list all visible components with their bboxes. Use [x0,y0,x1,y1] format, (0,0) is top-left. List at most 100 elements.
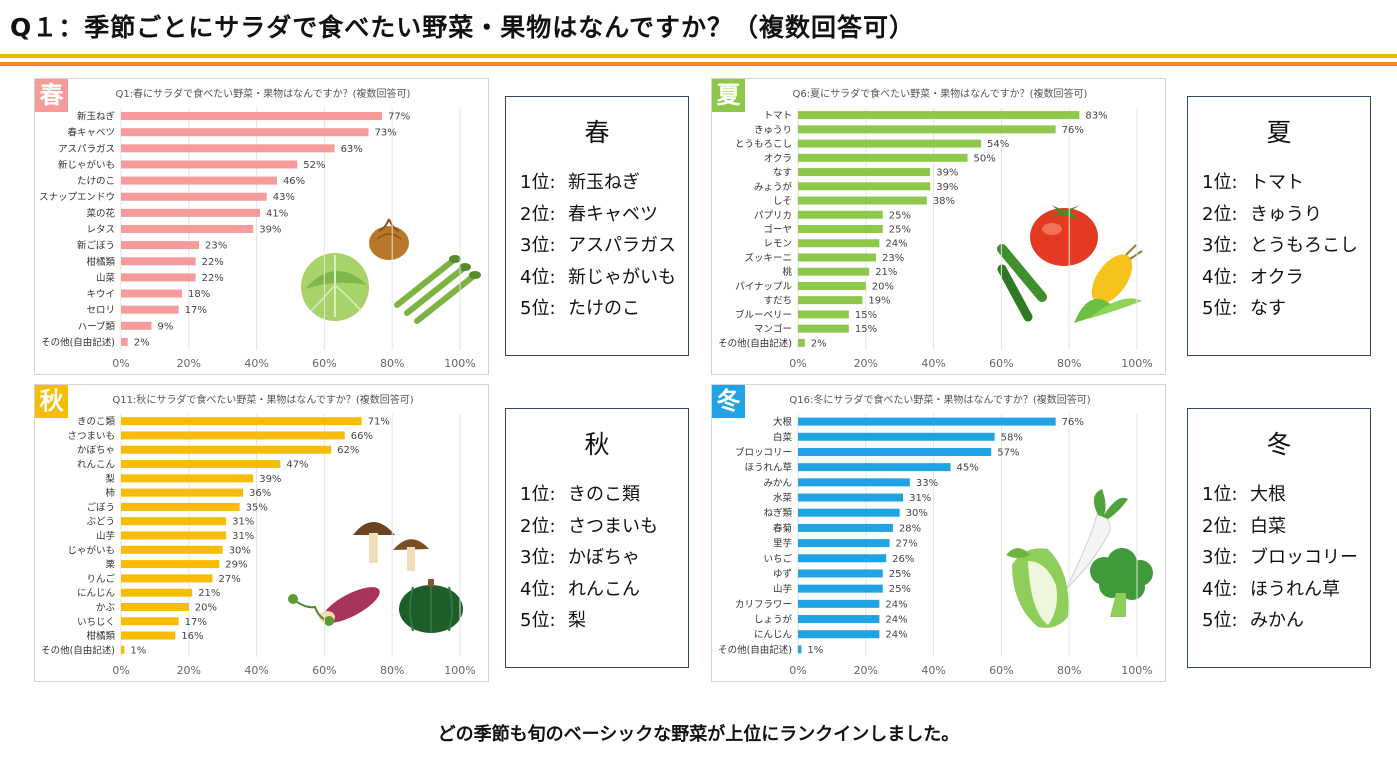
data-label: 17% [185,617,207,628]
ranking-item: 1位: トマト [1202,167,1358,199]
bar [798,296,863,305]
x-tick-label: 40% [921,664,945,677]
data-label: 30% [229,545,251,556]
ranking-list: 1位: きのこ類 2位: さつまいも 3位: かぼちゃ 4位: れんこん 5位: 梨 [520,479,658,637]
x-tick-label: 80% [1057,664,1081,677]
bar [798,584,883,593]
data-label: 25% [889,584,911,595]
season-badge-spring: 春 [35,79,68,112]
ranking-position: 5位: [1202,298,1238,320]
bar [121,305,179,314]
ranking-position: 2位: [520,203,556,225]
chart-title: Q6:夏にサラダで食べたい野菜・果物はなんですか？(複数回答可) [793,87,1088,100]
chart-panel-winter: Q16:冬にサラダで食べたい野菜・果物はなんですか？(複数回答可) 0% 20% 40… [711,384,1166,682]
ranking-item-name: アスパラガス [568,235,676,257]
data-label: 1% [807,645,823,656]
data-label: 47% [286,460,308,471]
category-label: 新ごぼう [77,240,115,252]
ranking-position: 2位: [1202,203,1238,225]
category-label: 菜の花 [86,207,115,219]
ranking-box-spring: 春 1位: 新玉ねぎ 2位: 春キャベツ 3位: アスパラガス 4位: 新じゃがいも 5位: たけ… [505,96,689,356]
bar [121,273,196,282]
chart-title: Q11:秋にサラダで食べたい野菜・果物はなんですか？(複数回答可) [112,393,413,406]
data-label: 20% [195,602,217,613]
x-tick-label: 20% [854,357,878,370]
data-label: 54% [987,139,1009,150]
bar [121,531,227,540]
bar [121,321,152,330]
summer-bar-chart: Q6:夏にサラダで食べたい野菜・果物はなんですか？(複数回答可) 0% 20% 40%… [718,87,1153,370]
data-label: 33% [916,478,938,489]
cabbage-icon [301,253,369,321]
x-tick-label: 100% [1121,357,1152,370]
corn-icon [1074,244,1143,323]
category-label: さつまいも [67,431,115,442]
bar [798,417,1056,426]
bar [798,168,931,177]
sweet-potato-icon [288,587,380,626]
data-label: 77% [388,112,410,123]
bar [798,324,849,333]
ranking-item: 2位: 白菜 [1202,511,1358,543]
category-label: レタス [86,225,115,236]
bar [121,517,227,526]
data-label: 25% [889,225,911,236]
category-label: いちご [763,553,792,565]
ranking-item: 4位: ほうれん草 [1202,574,1358,606]
ranking-position: 3位: [1202,547,1238,569]
category-label: しそ [773,196,792,207]
category-label: 桃 [782,266,792,278]
category-label: かぼちゃ [77,445,115,456]
ranking-list: 1位: 新玉ねぎ 2位: 春キャベツ 3位: アスパラガス 4位: 新じゃがいも 5位: たけのこ [520,167,676,325]
ranking-title: 春 [584,118,610,147]
bar [798,196,927,205]
data-label: 76% [1062,417,1084,428]
bar [798,645,802,654]
data-label: 24% [885,239,907,250]
data-label: 52% [303,160,325,171]
header-rule-orange [0,62,1397,66]
data-label: 1% [130,645,146,656]
pumpkin-icon [399,579,463,633]
ranking-title: 夏 [1266,118,1292,147]
cabbage-onion-asparagus-illustration [301,218,481,324]
ranking-position: 5位: [1202,610,1238,632]
ranking-position: 3位: [520,547,556,569]
ranking-position: 4位: [520,578,556,600]
category-label: トマト [763,111,792,122]
bar [798,210,883,219]
category-label: きゅうり [754,125,792,136]
ranking-item: 4位: 新じゃがいも [520,262,676,294]
bar [798,281,866,290]
category-label: 新じゃがいも [58,159,115,171]
data-label: 41% [266,208,288,219]
x-tick-label: 0% [789,664,806,677]
data-label: 22% [202,273,224,284]
data-label: 28% [899,523,921,534]
season-badge-winter: 冬 [712,385,745,418]
data-label: 23% [205,241,227,252]
bar [121,445,332,454]
autumn-bar-chart: Q11:秋にサラダで食べたい野菜・果物はなんですか？(複数回答可) 0% 20% 40… [41,393,476,677]
category-label: カリフラワー [735,599,792,610]
data-label: 24% [885,615,907,626]
category-label: オクラ [764,153,792,164]
category-label: 白菜 [773,431,793,443]
category-label: 里芋 [773,539,792,550]
category-label: 山菜 [96,272,116,284]
footer-summary: どの季節も旬のベーシックな野菜が上位にランクインしました。 [437,724,960,745]
ranking-item-name: トマト [1250,172,1304,193]
category-label: レモン [763,239,792,250]
category-label: じゃがいも [67,544,115,556]
bar [121,617,179,626]
bar [121,417,362,426]
page-title: Q１：季節ごとにサラダで食べたい野菜・果物はなんですか？（複数回答可） [10,13,916,42]
category-label: その他(自由記述) [718,644,792,656]
data-label: 38% [933,196,955,207]
ranking-position: 1位: [520,484,556,505]
x-tick-label: 100% [444,357,475,370]
data-label: 20% [872,281,894,292]
data-label: 24% [885,630,907,641]
ranking-item-name: 春キャベツ [568,203,658,225]
bar [121,225,254,233]
